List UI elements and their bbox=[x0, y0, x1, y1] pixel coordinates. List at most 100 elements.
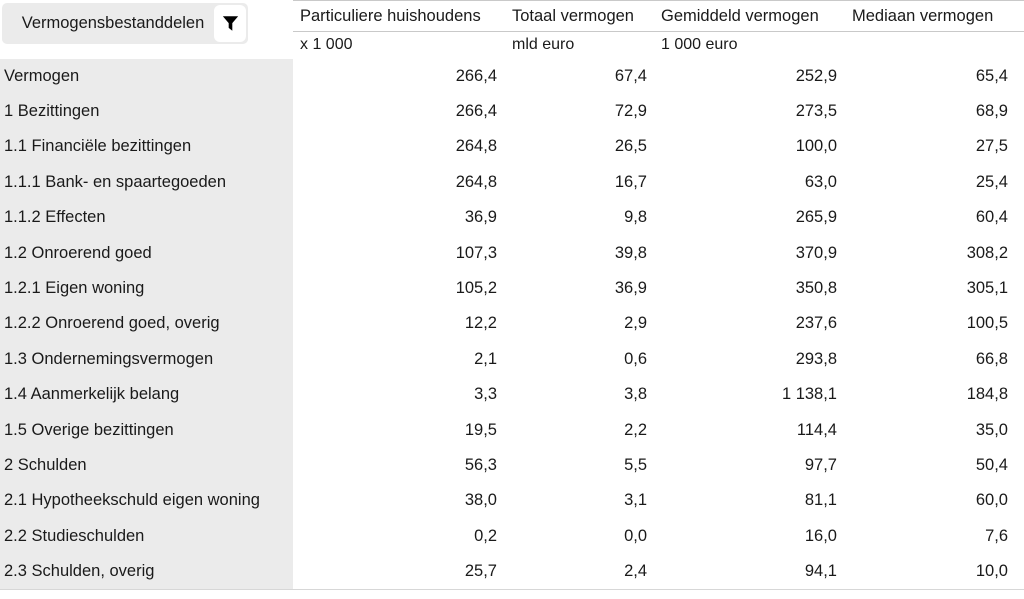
cell-particuliere-huishoudens: 105,2 bbox=[455, 279, 497, 298]
cell-totaal-vermogen: 2,9 bbox=[624, 314, 647, 333]
cell-gemiddeld-vermogen: 350,8 bbox=[795, 279, 837, 298]
cell-mediaan-vermogen: 65,4 bbox=[975, 66, 1008, 85]
cell-mediaan-vermogen: 66,8 bbox=[975, 349, 1008, 368]
row-label: 1.5 Overige bezittingen bbox=[0, 412, 293, 448]
cell-particuliere-huishoudens: 0,2 bbox=[474, 526, 497, 545]
dimension-header-cell: Vermogensbestanddelen bbox=[0, 1, 293, 59]
cell-particuliere-huishoudens: 266,4 bbox=[455, 102, 497, 121]
column-unit-row: x 1 000 mld euro 1 000 euro bbox=[0, 32, 1024, 59]
filter-button[interactable] bbox=[214, 4, 246, 42]
table-row: 1.4 Aanmerkelijk belang 3,3 3,8 1 138,1 … bbox=[0, 377, 1024, 413]
cell-gemiddeld-vermogen: 237,6 bbox=[795, 314, 837, 333]
cell-mediaan-vermogen: 27,5 bbox=[975, 137, 1008, 156]
table-row: Vermogen 266,4 67,4 252,9 65,4 bbox=[0, 58, 1024, 94]
cell-totaal-vermogen: 36,9 bbox=[614, 279, 647, 298]
cell-totaal-vermogen: 9,8 bbox=[624, 208, 647, 227]
cell-particuliere-huishoudens: 25,7 bbox=[464, 561, 497, 580]
row-label: 2.2 Studieschulden bbox=[0, 518, 293, 554]
table-row: 1.2.1 Eigen woning 105,2 36,9 350,8 305,… bbox=[0, 270, 1024, 307]
cell-gemiddeld-vermogen: 293,8 bbox=[795, 349, 837, 368]
cell-gemiddeld-vermogen: 265,9 bbox=[795, 208, 837, 227]
table-body: Vermogen 266,4 67,4 252,9 65,4 1 Bezitti… bbox=[0, 58, 1024, 590]
cell-totaal-vermogen: 67,4 bbox=[614, 66, 647, 85]
cell-mediaan-vermogen: 7,6 bbox=[985, 526, 1008, 545]
cell-particuliere-huishoudens: 19,5 bbox=[464, 420, 497, 439]
table-row: 1.2 Onroerend goed 107,3 39,8 370,9 308,… bbox=[0, 235, 1024, 271]
dimension-filter-label: Vermogensbestanddelen bbox=[21, 13, 205, 32]
column-unit-particuliere-huishoudens: x 1 000 bbox=[300, 36, 353, 54]
cell-totaal-vermogen: 2,2 bbox=[624, 420, 647, 439]
table-row: 1.1 Financiële bezittingen 264,8 26,5 10… bbox=[0, 129, 1024, 165]
column-unit-mediaan-vermogen bbox=[837, 32, 1024, 59]
table-row: 1.5 Overige bezittingen 19,5 2,2 114,4 3… bbox=[0, 412, 1024, 448]
column-unit-totaal-vermogen: mld euro bbox=[512, 36, 575, 54]
row-label: 1.2 Onroerend goed bbox=[0, 235, 293, 271]
cell-particuliere-huishoudens: 264,8 bbox=[455, 172, 497, 191]
cell-totaal-vermogen: 5,5 bbox=[624, 455, 647, 474]
filter-funnel-icon bbox=[222, 15, 239, 32]
row-label: 2.1 Hypotheekschuld eigen woning bbox=[0, 483, 293, 519]
cell-gemiddeld-vermogen: 16,0 bbox=[804, 526, 837, 545]
column-header-row: Vermogensbestanddelen Particuliere huish… bbox=[0, 0, 1024, 44]
cell-gemiddeld-vermogen: 1 138,1 bbox=[781, 385, 837, 404]
cell-totaal-vermogen: 0,6 bbox=[624, 349, 647, 368]
row-label: 1.2.1 Eigen woning bbox=[0, 270, 293, 307]
table-row: 2 Schulden 56,3 5,5 97,7 50,4 bbox=[0, 447, 1024, 484]
table-row: 1 Bezittingen 266,4 72,9 273,5 68,9 bbox=[0, 93, 1024, 130]
cell-mediaan-vermogen: 25,4 bbox=[975, 172, 1008, 191]
cell-particuliere-huishoudens: 56,3 bbox=[464, 455, 497, 474]
row-label: 2 Schulden bbox=[0, 447, 293, 484]
row-label: 1.1 Financiële bezittingen bbox=[0, 129, 293, 165]
cell-mediaan-vermogen: 60,0 bbox=[975, 491, 1008, 510]
cell-mediaan-vermogen: 308,2 bbox=[966, 243, 1008, 262]
cell-gemiddeld-vermogen: 94,1 bbox=[804, 561, 837, 580]
column-unit-gemiddeld-vermogen: 1 000 euro bbox=[661, 36, 738, 54]
row-label: 1 Bezittingen bbox=[0, 93, 293, 130]
cell-particuliere-huishoudens: 38,0 bbox=[464, 491, 497, 510]
table-row: 1.1.2 Effecten 36,9 9,8 265,9 60,4 bbox=[0, 200, 1024, 236]
cell-mediaan-vermogen: 50,4 bbox=[975, 455, 1008, 474]
cell-totaal-vermogen: 0,0 bbox=[624, 526, 647, 545]
table-row: 2.3 Schulden, overig 25,7 2,4 94,1 10,0 bbox=[0, 553, 1024, 590]
cell-totaal-vermogen: 26,5 bbox=[614, 137, 647, 156]
cell-gemiddeld-vermogen: 100,0 bbox=[795, 137, 837, 156]
cell-particuliere-huishoudens: 3,3 bbox=[474, 385, 497, 404]
cell-gemiddeld-vermogen: 114,4 bbox=[796, 420, 837, 439]
cell-particuliere-huishoudens: 107,3 bbox=[455, 243, 497, 262]
cell-gemiddeld-vermogen: 252,9 bbox=[795, 66, 837, 85]
cell-mediaan-vermogen: 100,5 bbox=[966, 314, 1008, 333]
row-label: 1.4 Aanmerkelijk belang bbox=[0, 377, 293, 413]
cell-gemiddeld-vermogen: 97,7 bbox=[804, 455, 837, 474]
cell-gemiddeld-vermogen: 273,5 bbox=[795, 102, 837, 121]
table-row: 1.2.2 Onroerend goed, overig 12,2 2,9 23… bbox=[0, 306, 1024, 342]
cell-gemiddeld-vermogen: 81,1 bbox=[804, 491, 837, 510]
cell-totaal-vermogen: 2,4 bbox=[624, 561, 647, 580]
row-label: 1.3 Ondernemingsvermogen bbox=[0, 341, 293, 378]
column-header-totaal-vermogen: Totaal vermogen bbox=[497, 0, 647, 32]
cell-totaal-vermogen: 3,8 bbox=[624, 385, 647, 404]
cell-particuliere-huishoudens: 36,9 bbox=[464, 208, 497, 227]
table-row: 2.2 Studieschulden 0,2 0,0 16,0 7,6 bbox=[0, 518, 1024, 554]
cell-totaal-vermogen: 39,8 bbox=[614, 243, 647, 262]
row-label: 1.2.2 Onroerend goed, overig bbox=[0, 306, 293, 342]
row-label: 2.3 Schulden, overig bbox=[0, 553, 293, 590]
row-label: Vermogen bbox=[0, 58, 293, 94]
row-label: 1.1.2 Effecten bbox=[0, 200, 293, 236]
dimension-filter-pill[interactable]: Vermogensbestanddelen bbox=[2, 2, 248, 44]
row-label: 1.1.1 Bank- en spaartegoeden bbox=[0, 164, 293, 201]
cell-particuliere-huishoudens: 266,4 bbox=[455, 66, 497, 85]
cell-particuliere-huishoudens: 2,1 bbox=[474, 349, 497, 368]
cell-mediaan-vermogen: 184,8 bbox=[966, 385, 1008, 404]
cell-particuliere-huishoudens: 264,8 bbox=[455, 137, 497, 156]
table-row: 1.3 Ondernemingsvermogen 2,1 0,6 293,8 6… bbox=[0, 341, 1024, 378]
table-row: 2.1 Hypotheekschuld eigen woning 38,0 3,… bbox=[0, 483, 1024, 519]
cell-totaal-vermogen: 72,9 bbox=[614, 102, 647, 121]
cell-mediaan-vermogen: 305,1 bbox=[966, 279, 1008, 298]
column-header-particuliere-huishoudens: Particuliere huishoudens bbox=[293, 0, 497, 32]
column-header-mediaan-vermogen: Mediaan vermogen bbox=[837, 0, 1024, 32]
cell-mediaan-vermogen: 60,4 bbox=[975, 208, 1008, 227]
table-row: 1.1.1 Bank- en spaartegoeden 264,8 16,7 … bbox=[0, 164, 1024, 201]
column-header-gemiddeld-vermogen: Gemiddeld vermogen bbox=[647, 0, 837, 32]
